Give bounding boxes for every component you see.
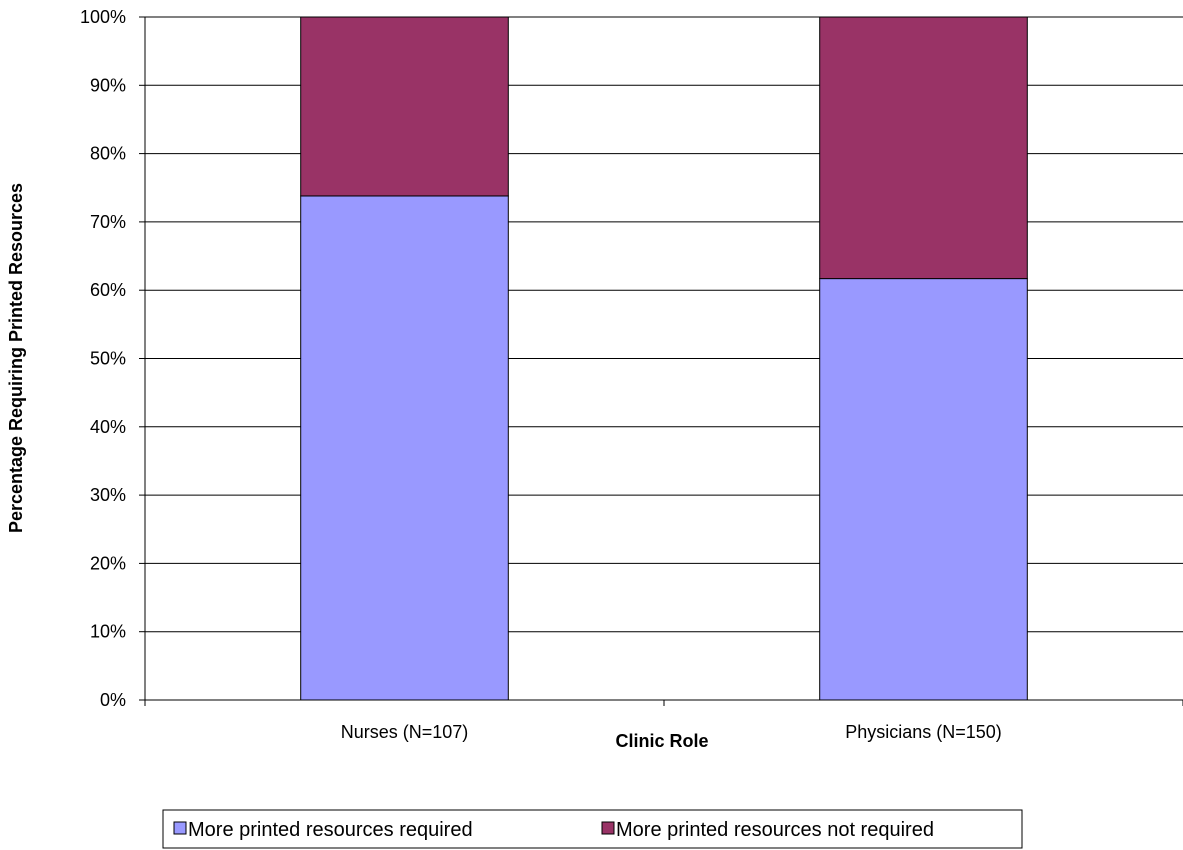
x-tick-label: Physicians (N=150): [845, 722, 1002, 742]
bar-segment: [819, 16, 1028, 280]
y-tick-label: 10%: [90, 622, 126, 642]
y-tick-label: 60%: [90, 280, 126, 300]
legend-label: More printed resources not required: [616, 819, 934, 841]
x-axis-title: Clinic Role: [615, 731, 708, 751]
legend-swatch: [173, 821, 187, 835]
y-tick-label: 50%: [90, 349, 126, 369]
legend: More printed resources required More prin…: [162, 809, 1023, 849]
y-tick-label: 100%: [80, 7, 126, 27]
y-tick-label: 0%: [100, 690, 126, 710]
y-tick-label: 70%: [90, 212, 126, 232]
axes: [139, 16, 1183, 706]
y-tick-label: 90%: [90, 75, 126, 95]
legend-label: More printed resources required: [188, 819, 473, 841]
x-tick-labels: Nurses (N=107) Physicians (N=150): [341, 722, 1002, 742]
y-tick-label: 80%: [90, 144, 126, 164]
bar-segment: [819, 278, 1028, 701]
legend-swatch: [601, 821, 615, 835]
bar-segment: [300, 195, 509, 701]
x-tick-label: Nurses (N=107): [341, 722, 469, 742]
bar-segment: [300, 16, 509, 197]
y-tick-label: 40%: [90, 417, 126, 437]
y-tick-label: 30%: [90, 485, 126, 505]
y-tick-label: 20%: [90, 553, 126, 573]
legend-box: [162, 809, 1023, 849]
y-axis-title: Percentage Requiring Printed Resources: [6, 183, 26, 533]
y-tick-labels: 0% 10% 20% 30% 40% 50% 60% 70% 80% 90% 100%: [80, 7, 126, 710]
